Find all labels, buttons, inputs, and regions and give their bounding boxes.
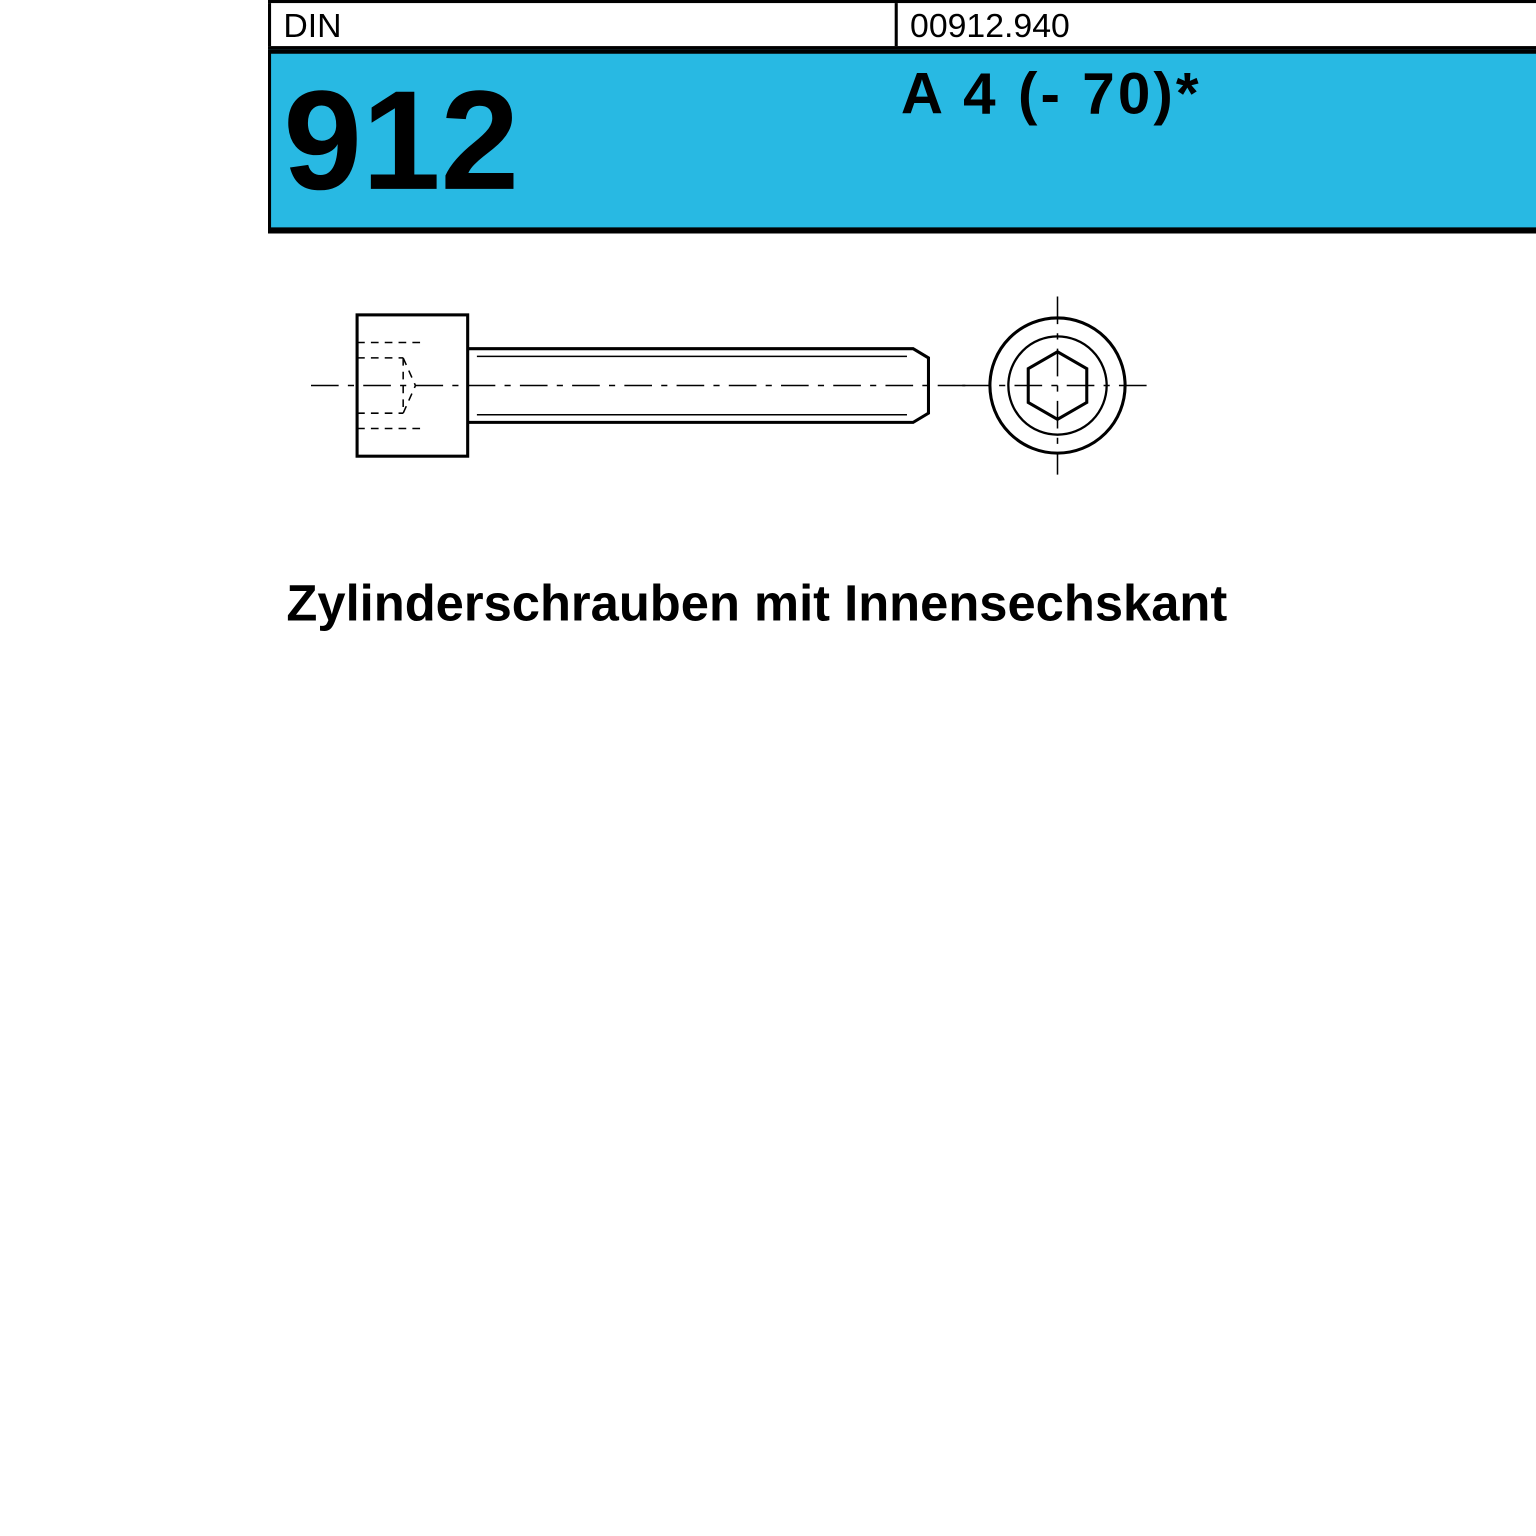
screw-diagram xyxy=(305,286,1181,486)
material-grade: A 4 (- 70)* xyxy=(901,63,1536,129)
diagram-region: RoHS ✓ REACh SVHC free xyxy=(268,233,1536,571)
header-code: 00912.940 xyxy=(898,3,1536,46)
header-row: DIN 00912.940 360 xyxy=(268,0,1536,49)
header-din-label: DIN xyxy=(268,3,898,46)
din-number: 912 xyxy=(271,70,901,211)
product-description: Zylinderschrauben mit Innensechskant xyxy=(268,571,1536,632)
title-band: 912 A 4 (- 70)* xyxy=(268,49,1536,233)
